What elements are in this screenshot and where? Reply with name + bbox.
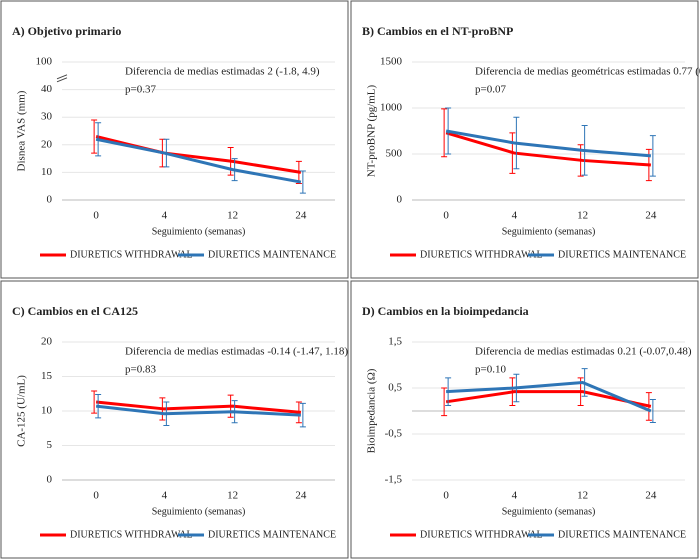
x-tick-label: 12	[227, 490, 238, 502]
y-tick-label: 40	[41, 83, 53, 95]
y-tick-label: 30	[41, 111, 53, 123]
y-axis-label: Disnea VAS (mm)	[16, 90, 28, 171]
y-tick-label: -1,5	[385, 474, 403, 486]
y-axis-label: CA-125 (U/mL)	[16, 375, 28, 447]
x-tick-label: 0	[93, 210, 99, 222]
y-tick-label: 1500	[380, 56, 403, 68]
error-bar	[441, 387, 448, 417]
x-tick-label: 24	[645, 490, 657, 502]
x-axis-label: Seguimiento (semanas)	[502, 506, 596, 517]
error-bar	[649, 135, 656, 177]
y-tick-label: 15	[41, 370, 53, 382]
x-tick-label: 0	[443, 210, 449, 222]
legend-label: DIURETICS WITHDRAWAL	[70, 529, 193, 540]
panel-border	[350, 0, 699, 279]
y-tick-label: -0,5	[385, 428, 403, 440]
annotation: p=0.07	[475, 84, 506, 96]
y-tick-label: 100	[36, 56, 53, 68]
panel-title: C) Cambios en el CA125	[12, 304, 138, 318]
error-bar	[649, 399, 656, 423]
x-axis-label: Seguimiento (semanas)	[152, 226, 246, 237]
y-axis-label: Bioimpedancia (Ω)	[366, 368, 378, 453]
series-line	[95, 137, 302, 184]
series-line	[95, 404, 301, 417]
x-tick-label: 4	[162, 210, 168, 222]
legend-label: DIURETICS WITHDRAWAL	[420, 249, 543, 260]
y-tick-label: 20	[41, 336, 53, 348]
x-tick-label: 4	[512, 490, 518, 502]
error-bar	[91, 119, 98, 154]
y-tick-label: 0	[47, 194, 53, 206]
annotation: p=0.83	[125, 364, 156, 376]
panel-border	[0, 280, 349, 559]
annotation: p=0.37	[125, 84, 156, 96]
axis-break	[56, 74, 68, 83]
error-bar	[299, 170, 306, 194]
panel-title: A) Objetivo primario	[12, 24, 121, 38]
annotation: Diferencia de medias estimadas 0.21 (-0.…	[475, 346, 692, 358]
series-line	[95, 400, 302, 414]
y-axis-label: NT-proBNP (pg/mL)	[366, 84, 378, 177]
x-axis-label: Seguimiento (semanas)	[502, 226, 596, 237]
y-tick-label: 1000	[380, 102, 403, 114]
series-line	[445, 131, 651, 167]
y-tick-label: 10	[41, 405, 53, 417]
y-tick-label: 0,5	[388, 382, 402, 394]
x-tick-label: 24	[295, 210, 307, 222]
legend-label: DIURETICS MAINTENANCE	[558, 529, 686, 540]
series-line	[445, 129, 651, 158]
error-bar	[299, 402, 306, 428]
x-tick-label: 24	[295, 490, 307, 502]
x-tick-label: 24	[645, 210, 657, 222]
legend-label: DIURETICS MAINTENANCE	[208, 249, 336, 260]
panel-title: B) Cambios en el NT-proBNP	[362, 24, 513, 38]
panel-border	[0, 0, 349, 279]
panel: D) Cambios en la bioimpedancia -1,5 -0,5 0,…	[350, 280, 699, 559]
y-tick-label: 20	[41, 138, 53, 150]
annotation: Diferencia de medias estimadas -0.14 (-1…	[125, 346, 348, 358]
annotation: Diferencia de medias geométricas estimad…	[475, 66, 700, 78]
series-line	[95, 135, 302, 174]
panel-title: D) Cambios en la bioimpedancia	[362, 304, 529, 318]
panel: B) Cambios en el NT-proBNP 0 500 1000 1500 0 4…	[350, 0, 700, 279]
error-bar	[91, 390, 98, 414]
series-line	[445, 390, 652, 408]
legend-label: DIURETICS MAINTENANCE	[558, 249, 686, 260]
panel-border	[350, 280, 699, 559]
x-tick-label: 0	[93, 490, 99, 502]
x-tick-label: 0	[443, 490, 449, 502]
panel: C) Cambios en el CA125 0 5 10 15 20 0 4 12 24 Segu…	[0, 280, 349, 559]
y-tick-label: 10	[41, 166, 53, 178]
legend-label: DIURETICS MAINTENANCE	[208, 529, 336, 540]
annotation: p=0.10	[475, 364, 506, 376]
x-tick-label: 12	[227, 210, 238, 222]
y-tick-label: 5	[47, 439, 53, 451]
y-tick-label: 1,5	[388, 336, 402, 348]
legend-label: DIURETICS WITHDRAWAL	[70, 249, 193, 260]
panel: A) Objetivo primario 0 10 20 30 40 100 0 4 12 24 Se…	[0, 0, 349, 279]
x-axis-label: Seguimiento (semanas)	[152, 506, 246, 517]
legend-label: DIURETICS WITHDRAWAL	[420, 529, 543, 540]
x-tick-label: 12	[577, 210, 588, 222]
x-tick-label: 4	[162, 490, 168, 502]
y-tick-label: 0	[47, 474, 53, 486]
y-tick-label: 0	[397, 194, 403, 206]
annotation: Diferencia de medias estimadas 2 (-1.8, …	[125, 66, 320, 78]
series-line	[446, 380, 652, 413]
x-tick-label: 12	[577, 490, 588, 502]
error-bar	[441, 108, 448, 158]
x-tick-label: 4	[512, 210, 518, 222]
y-tick-label: 500	[386, 148, 403, 160]
